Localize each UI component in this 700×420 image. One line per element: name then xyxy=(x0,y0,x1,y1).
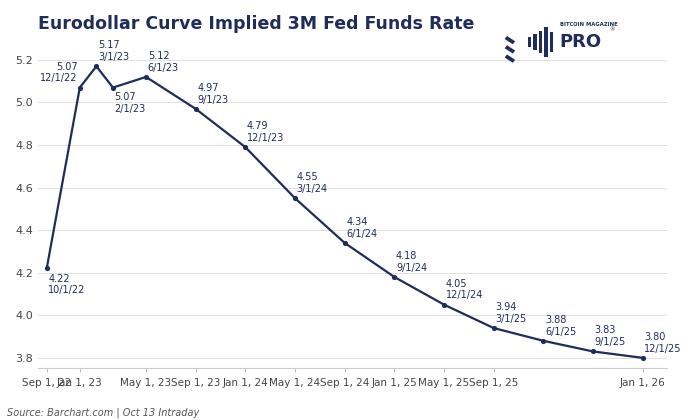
Text: 3.80: 3.80 xyxy=(644,332,666,342)
Point xyxy=(389,273,400,280)
Text: 3.83: 3.83 xyxy=(594,326,616,336)
Text: 2/1/23: 2/1/23 xyxy=(115,104,146,113)
Text: 5.07: 5.07 xyxy=(56,62,77,72)
Text: 6/1/25: 6/1/25 xyxy=(545,327,576,336)
Text: 3/1/24: 3/1/24 xyxy=(297,184,328,194)
Point xyxy=(438,301,449,308)
Bar xyxy=(528,37,531,47)
Text: 5.12: 5.12 xyxy=(148,51,169,61)
Point xyxy=(141,74,152,80)
Bar xyxy=(533,34,537,50)
Text: 3/1/23: 3/1/23 xyxy=(98,52,130,62)
Point xyxy=(538,337,549,344)
Polygon shape xyxy=(505,45,515,54)
Text: 5.17: 5.17 xyxy=(98,40,120,50)
Point xyxy=(74,84,85,91)
Point xyxy=(488,325,499,331)
Bar xyxy=(538,31,543,53)
Text: 6/1/24: 6/1/24 xyxy=(346,228,377,239)
Point xyxy=(339,239,350,246)
Polygon shape xyxy=(505,55,515,63)
Point xyxy=(289,195,300,202)
Point xyxy=(240,144,251,150)
Point xyxy=(190,105,202,112)
Text: 4.55: 4.55 xyxy=(297,172,319,182)
Text: Source: Barchart.com | Oct 13 Intraday: Source: Barchart.com | Oct 13 Intraday xyxy=(7,407,199,418)
Text: 12/1/23: 12/1/23 xyxy=(247,133,284,143)
Text: BITCOIN MAGAZINE: BITCOIN MAGAZINE xyxy=(559,22,617,27)
Text: 9/1/24: 9/1/24 xyxy=(396,263,427,273)
Text: 4.05: 4.05 xyxy=(446,279,467,289)
Point xyxy=(41,265,52,272)
Text: 5.07: 5.07 xyxy=(115,92,136,102)
Text: 4.34: 4.34 xyxy=(346,217,368,227)
Text: 3/1/25: 3/1/25 xyxy=(496,314,526,324)
Bar xyxy=(544,27,547,57)
Text: 3.94: 3.94 xyxy=(496,302,517,312)
Text: PRO: PRO xyxy=(559,33,601,51)
Text: 4.97: 4.97 xyxy=(197,83,219,93)
Text: 12/1/25: 12/1/25 xyxy=(644,344,682,354)
Bar xyxy=(550,32,553,52)
Point xyxy=(107,84,118,91)
Text: 10/1/22: 10/1/22 xyxy=(48,286,85,296)
Text: 9/1/25: 9/1/25 xyxy=(594,337,626,347)
Text: ®: ® xyxy=(610,28,615,33)
Text: 4.18: 4.18 xyxy=(396,251,417,261)
Text: Eurodollar Curve Implied 3M Fed Funds Rate: Eurodollar Curve Implied 3M Fed Funds Ra… xyxy=(38,15,475,33)
Point xyxy=(91,63,102,70)
Text: 12/1/22: 12/1/22 xyxy=(40,74,77,83)
Text: 4.22: 4.22 xyxy=(48,274,70,284)
Text: 9/1/23: 9/1/23 xyxy=(197,94,228,105)
Text: 3.88: 3.88 xyxy=(545,315,566,325)
Text: 4.79: 4.79 xyxy=(247,121,269,131)
Point xyxy=(637,354,648,361)
Point xyxy=(587,348,598,355)
Polygon shape xyxy=(505,36,515,45)
Text: 12/1/24: 12/1/24 xyxy=(446,290,483,300)
Text: 6/1/23: 6/1/23 xyxy=(148,63,178,73)
